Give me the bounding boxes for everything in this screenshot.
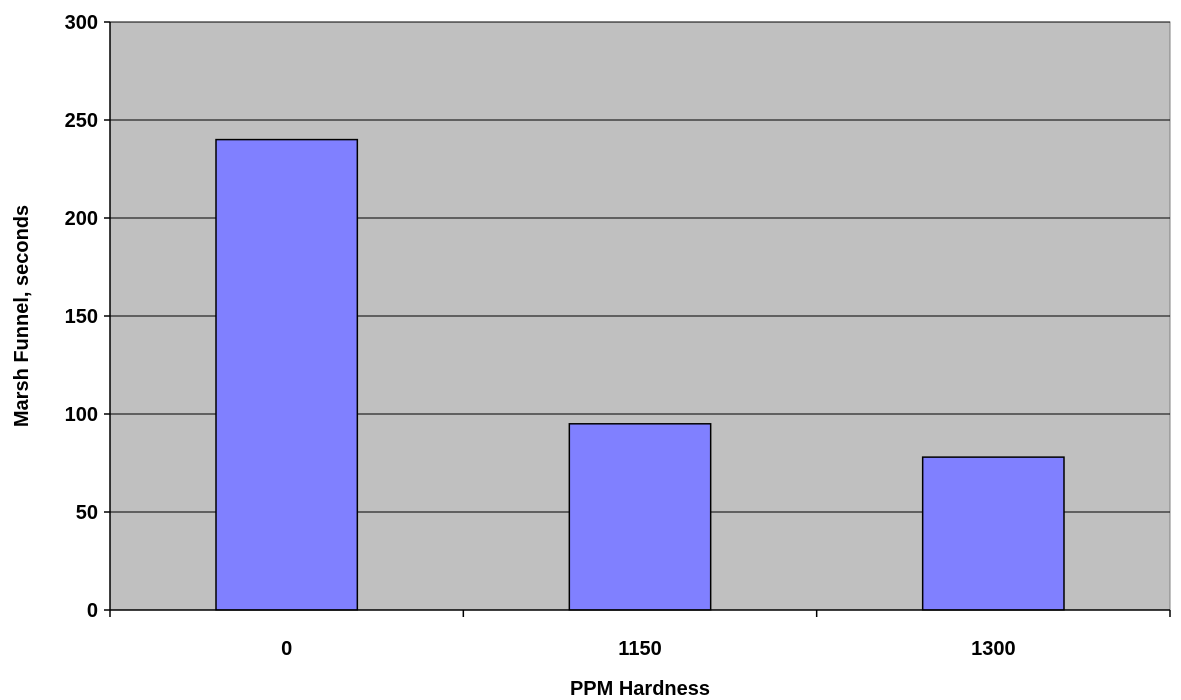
y-tick-label: 200 xyxy=(65,208,98,230)
bar-1150 xyxy=(568,423,712,611)
bar-1300 xyxy=(921,456,1065,611)
y-tick-label: 300 xyxy=(65,12,98,34)
x-axis: 0 1150 1300 xyxy=(109,609,1171,660)
y-axis: 0 50 100 150 200 250 300 xyxy=(65,12,111,622)
x-axis-title: PPM Hardness xyxy=(570,678,710,700)
bars xyxy=(215,138,1065,611)
y-tick-label: 100 xyxy=(65,404,98,426)
x-tick-label: 1300 xyxy=(971,638,1016,660)
x-tick-label: 0 xyxy=(281,638,292,660)
y-tick-label: 150 xyxy=(65,306,98,328)
bar-0 xyxy=(215,138,359,611)
y-tick-label: 50 xyxy=(76,502,98,524)
x-tick-label: 1150 xyxy=(618,638,661,660)
y-tick-label: 0 xyxy=(87,600,98,622)
y-axis-title: Marsh Funnel, seconds xyxy=(11,205,33,427)
y-tick-label: 250 xyxy=(65,110,98,132)
